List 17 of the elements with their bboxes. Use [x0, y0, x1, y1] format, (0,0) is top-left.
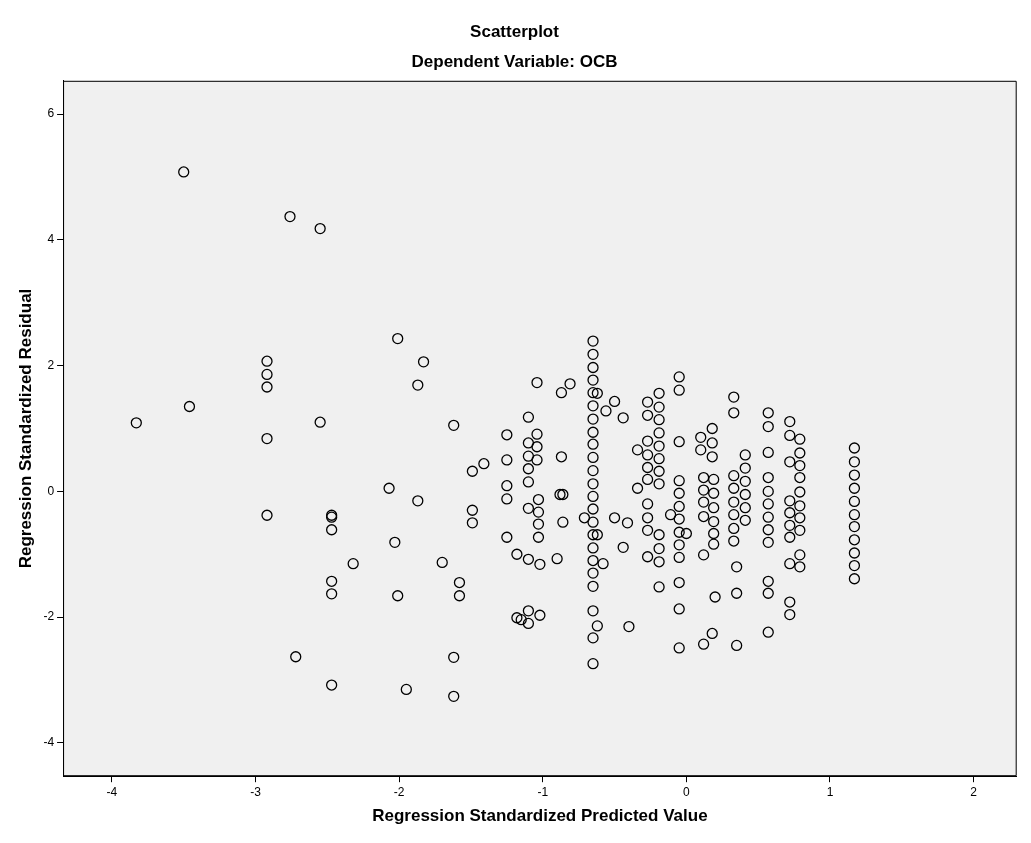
x-tick-label: 0 — [683, 784, 691, 799]
chart-subtitle: Dependent Variable: OCB — [411, 52, 618, 72]
y-tick-label: 4 — [47, 232, 55, 247]
x-tick-label: -3 — [250, 784, 262, 799]
chart-title: Scatterplot — [470, 21, 560, 41]
y-tick-label: -4 — [43, 735, 55, 750]
y-tick-label: -2 — [43, 609, 55, 624]
y-tick-label: 2 — [47, 357, 55, 372]
x-tick-label: 2 — [970, 784, 978, 799]
y-tick-label: 6 — [47, 106, 55, 121]
x-tick-label: 1 — [826, 784, 834, 799]
x-tick-label: -4 — [106, 784, 118, 799]
y-tick-label: 0 — [47, 483, 55, 498]
x-axis-title: Regression Standardized Predicted Value — [372, 806, 708, 826]
x-tick-label: -1 — [537, 784, 549, 799]
x-tick-label: -2 — [393, 784, 405, 799]
y-axis-title: Regression Standardized Residual — [15, 288, 35, 569]
